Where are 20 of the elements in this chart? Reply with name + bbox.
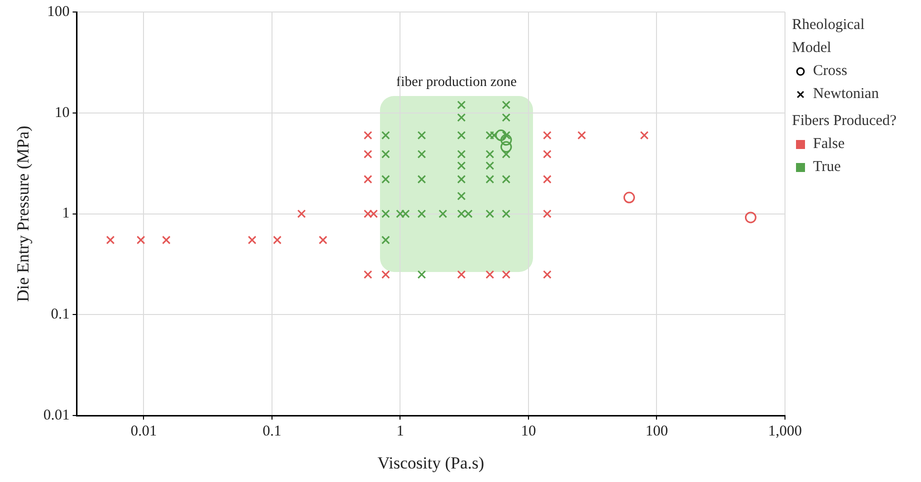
x-tick-label: 10 [520,424,536,440]
legend-label: False [813,135,845,154]
legend-title: Fibers Produced? [792,112,898,131]
y-tick-label: 0.1 [50,306,70,323]
y-tick-label: 100 [47,4,70,20]
y-axis-title: Die Entry Pressure (MPa) [14,126,33,302]
x-tick-label: 1,000 [768,424,802,440]
x-tick-label: 1 [396,424,404,440]
y-tick-label: 1 [62,206,70,222]
x-tick-label: 100 [645,424,668,440]
y-tick-label: 0.01 [43,408,70,424]
annotation: fiber production zone [395,75,518,91]
x-tick-label: 0.01 [130,424,157,440]
y-tick-label: 10 [54,104,70,121]
text: Newtonian [813,85,879,104]
x-tick-label: 0.1 [262,424,282,440]
text: Rheological Model [792,16,866,58]
x-axis-title: Viscosity (Pa.s) [378,453,484,472]
text: Cross [813,62,848,81]
legend-label: True [813,158,841,177]
